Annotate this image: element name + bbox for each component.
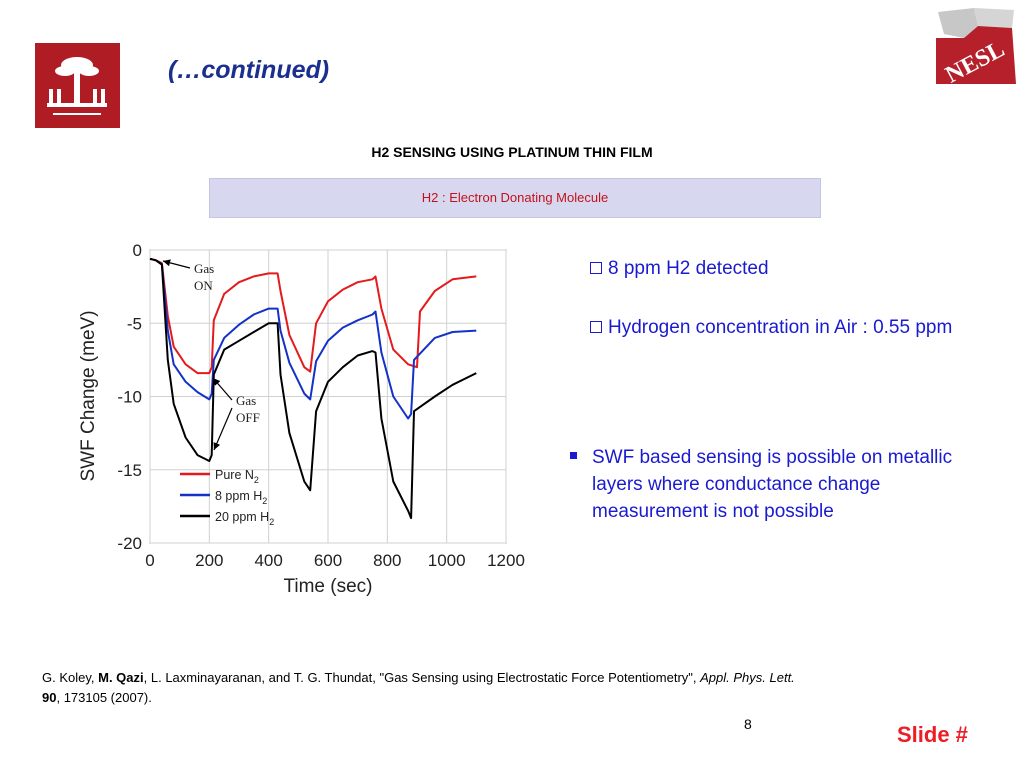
x-tick-label: 1000 [428, 551, 466, 570]
legend-label: Pure N2 [215, 468, 259, 485]
x-tick-label: 1200 [487, 551, 525, 570]
annotation-gas-on-line2: ON [194, 278, 213, 293]
y-axis-label: SWF Change (meV) [78, 310, 99, 481]
nesl-logo: NESL [934, 8, 1016, 89]
bullet-item-concentration: Hydrogen concentration in Air : 0.55 ppm [590, 314, 960, 342]
citation-highlight-author: M. Qazi [98, 670, 144, 685]
checkbox-bullet-icon [590, 321, 602, 333]
bullet-item-detected: 8 ppm H2 detected [590, 258, 769, 280]
legend-label: 20 ppm H2 [215, 510, 274, 527]
citation: G. Koley, M. Qazi, L. Laxminayaranan, an… [42, 668, 972, 708]
x-tick-label: 400 [254, 551, 282, 570]
slide-label: Slide # [897, 722, 968, 747]
section-heading: H2 SENSING USING PLATINUM THIN FILM [371, 144, 653, 160]
y-tick-label: 0 [133, 241, 142, 260]
gas-off-arrow-1 [212, 377, 233, 401]
palmetto-tree-icon [47, 57, 107, 115]
legend-label: 8 ppm H2 [215, 489, 267, 506]
y-tick-label: -10 [117, 388, 142, 407]
citation-volume: 90 [42, 690, 57, 705]
x-tick-label: 0 [145, 551, 154, 570]
page-number: 8 [744, 716, 752, 732]
slide-title: (…continued) [168, 56, 330, 84]
highlight-band: H2 : Electron Donating Molecule [209, 178, 821, 218]
x-axis-label: Time (sec) [283, 576, 372, 597]
y-tick-label: -5 [127, 314, 142, 333]
series-line-1 [149, 257, 477, 375]
series-line-2 [149, 257, 477, 420]
band-text: H2 : Electron Donating Molecule [421, 190, 609, 205]
bullet-text-3: SWF based sensing is possible on metalli… [592, 447, 953, 522]
gas-off-arrow-2 [213, 407, 233, 451]
university-logo [35, 43, 120, 128]
annotation-gas-off-line1: Gas [236, 393, 256, 408]
checkbox-bullet-icon [590, 262, 602, 274]
chart-svg: 0 200 400 600 800 1000 1200 0 -5 -10 -15 -20 Time (… [78, 241, 525, 597]
x-tick-label: 200 [195, 551, 223, 570]
annotation-gas-off-line2: OFF [236, 410, 260, 425]
citation-pages: , 173105 (2007). [56, 690, 152, 705]
x-tick-label: 800 [373, 551, 401, 570]
bullet-text-2: Hydrogen concentration in Air : 0.55 ppm [608, 317, 953, 338]
annotation-gas-on-line1: Gas [194, 261, 214, 276]
gas-on-arrow [162, 259, 191, 269]
y-tick-label: -15 [117, 461, 142, 480]
citation-journal: Appl. Phys. Lett. [700, 670, 795, 685]
y-tick-label: -20 [117, 534, 142, 553]
x-tick-label: 600 [314, 551, 342, 570]
citation-authors-1: G. Koley, [42, 670, 99, 685]
bullet-item-swf: SWF based sensing is possible on metalli… [566, 444, 966, 525]
square-bullet-icon [570, 452, 577, 459]
swf-chart: 0 200 400 600 800 1000 1200 0 -5 -10 -15 -20 Time (… [60, 228, 540, 613]
bullet-text-1: 8 ppm H2 detected [608, 258, 769, 279]
citation-authors-2: , L. Laxminayaranan, and T. G. Thundat, … [143, 670, 701, 685]
series-line-3 [149, 257, 477, 520]
